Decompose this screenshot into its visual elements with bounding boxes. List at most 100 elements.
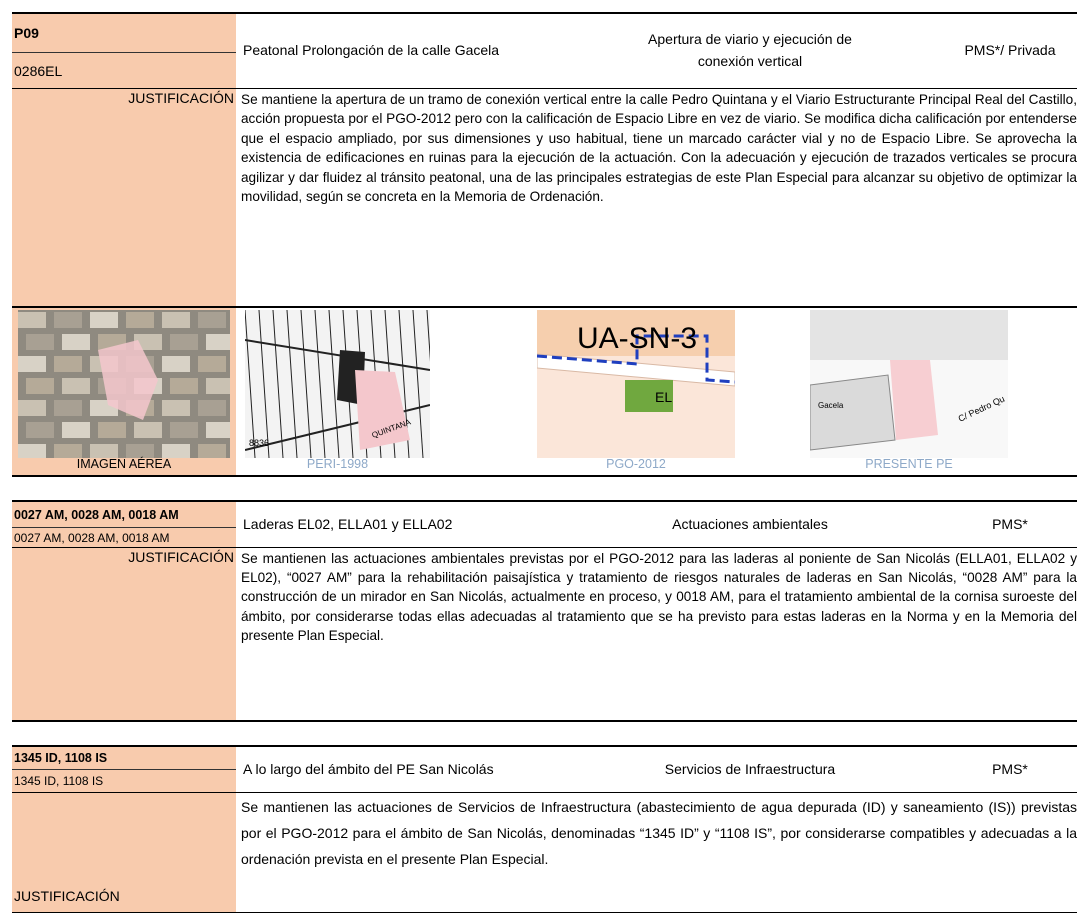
street — [537, 353, 735, 387]
rule — [12, 547, 1077, 548]
map-image — [18, 310, 230, 458]
roof — [54, 444, 82, 458]
code: 1345 ID, 1108 IS — [14, 751, 108, 765]
parcel-line — [412, 310, 424, 458]
justification: Se mantienen las actuaciones de Servicio… — [241, 799, 1077, 867]
code: 0027 AM, 0028 AM, 0018 AM — [14, 507, 179, 522]
image-caption: PGO-2012 — [606, 457, 666, 471]
highlight — [355, 370, 410, 450]
subcode: 1345 ID, 1108 IS — [14, 774, 104, 788]
roof — [198, 356, 226, 372]
description: A lo largo del ámbito del PE San Nicolás — [243, 760, 494, 777]
roof — [206, 334, 230, 350]
map-label: EL — [655, 389, 672, 405]
rule — [12, 12, 1077, 14]
code-cell — [12, 501, 236, 547]
justification: Se mantienen las actuaciones ambientales… — [241, 551, 1077, 643]
code-separator — [12, 527, 236, 528]
roof — [198, 444, 226, 458]
roof — [18, 444, 46, 458]
roof — [54, 400, 82, 416]
parcel-line — [314, 310, 326, 458]
roof — [54, 356, 82, 372]
label-cell — [12, 89, 236, 306]
code-separator — [12, 52, 236, 53]
subcode: 0286EL — [14, 62, 63, 79]
parcel-line — [426, 310, 430, 362]
justification-label: JUSTIFICACIÓN — [128, 549, 234, 565]
code: P09 — [14, 25, 39, 41]
roof — [62, 334, 90, 350]
roof — [198, 400, 226, 416]
roof — [26, 378, 54, 394]
subcode: 0027 AM, 0028 AM, 0018 AM — [14, 530, 170, 545]
roof — [162, 312, 190, 328]
label-cell — [12, 793, 236, 912]
roof — [90, 312, 118, 328]
parcel-line — [258, 310, 270, 458]
roof — [90, 444, 118, 458]
parcel-line — [272, 310, 284, 458]
rule — [12, 306, 1077, 308]
roof — [26, 334, 54, 350]
code-separator — [12, 769, 236, 770]
roof — [198, 312, 226, 328]
roof — [162, 400, 190, 416]
owner: PMS* — [992, 760, 1028, 777]
roof — [62, 422, 90, 438]
code-cell — [12, 13, 236, 88]
boundary — [537, 334, 735, 384]
map-label: 8836 — [249, 438, 269, 448]
roof — [206, 422, 230, 438]
roof — [54, 312, 82, 328]
street — [245, 339, 430, 371]
map-image: UA-SN-3 EL — [537, 310, 735, 458]
roof — [170, 422, 198, 438]
block — [810, 374, 896, 451]
rule — [12, 792, 1077, 793]
roof — [18, 312, 46, 328]
roof — [134, 422, 162, 438]
highlight — [98, 340, 158, 420]
green-zone — [625, 380, 673, 412]
roof — [98, 422, 126, 438]
rule — [12, 745, 1077, 747]
highlight — [890, 360, 938, 440]
image-caption: PRESENTE PE — [865, 457, 953, 471]
map-label: Gacela — [818, 401, 844, 410]
roof — [126, 444, 154, 458]
rule — [12, 475, 1077, 477]
action: Apertura de viario y ejecución de conexi… — [648, 31, 852, 69]
roof — [126, 312, 154, 328]
roof — [170, 334, 198, 350]
description: Laderas EL02, ELLA01 y ELLA02 — [243, 515, 453, 532]
image-caption: IMAGEN AÉREA — [76, 457, 172, 471]
roof — [18, 400, 46, 416]
action: Servicios de Infraestructura — [664, 760, 836, 777]
map-image: Gacela C/ Pedro Qu — [810, 310, 1008, 458]
image-caption: PERI-1998 — [306, 457, 369, 471]
rule — [12, 500, 1077, 502]
parcel-line — [245, 310, 256, 458]
justification-label: JUSTIFICACIÓN — [128, 90, 234, 106]
roof — [206, 378, 230, 394]
roof — [162, 356, 190, 372]
label-cell — [12, 548, 236, 720]
parcel-line — [286, 310, 298, 458]
description: Peatonal Prolongación de la calle Gacela — [243, 42, 500, 58]
parcel-line — [328, 310, 340, 458]
zone — [537, 310, 735, 356]
map-label: UA-SN-3 — [577, 322, 697, 355]
roof — [62, 378, 90, 394]
roof — [26, 422, 54, 438]
owner: PMS* — [992, 515, 1028, 532]
justification: Se mantiene la apertura de un tramo de c… — [241, 92, 1077, 205]
roof — [170, 378, 198, 394]
owner: PMS*/ Privada — [964, 42, 1056, 58]
rule — [12, 88, 1077, 89]
rule — [12, 720, 1077, 722]
justification-label: JUSTIFICACIÓN — [14, 888, 120, 904]
roof — [162, 444, 190, 458]
